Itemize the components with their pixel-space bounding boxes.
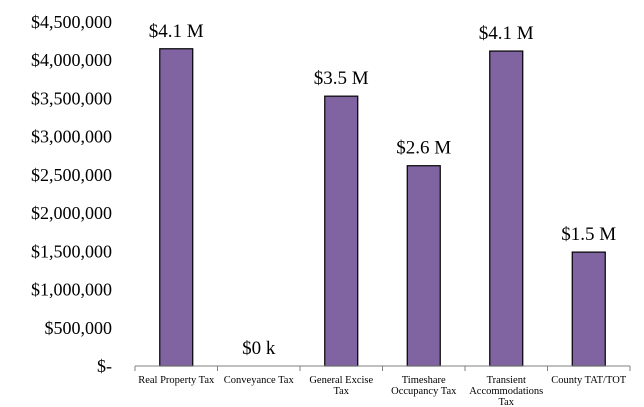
bar [489, 50, 524, 367]
data-label: $4.1 M [479, 23, 534, 44]
y-tick-label: $3,500,000 [31, 88, 112, 108]
data-label: $2.6 M [396, 138, 451, 159]
data-label: $1.5 M [561, 224, 616, 245]
x-tick-label: Transient Accommodations Tax [469, 375, 543, 407]
x-tick-label: County TAT/TOT [551, 375, 626, 386]
bars [159, 48, 606, 367]
x-tick-label: Real Property Tax [138, 375, 215, 386]
bar [324, 95, 359, 367]
bar [571, 251, 606, 367]
x-tick-label: Conveyance Tax [224, 375, 295, 386]
x-tick-label-line: Tax [498, 397, 514, 407]
y-tick-label: $1,000,000 [31, 280, 112, 300]
data-labels: $4.1 M $0 k $3.5 M $2.6 M $4.1 M $1.5 M [149, 21, 617, 359]
x-tick-label: General Excise Tax [309, 375, 373, 397]
x-tick-label-line: Tax [333, 386, 349, 397]
y-tick-label: $2,500,000 [31, 165, 112, 185]
data-label: $4.1 M [149, 21, 204, 42]
x-axis-category-labels: Real Property Tax Conveyance Tax General E… [138, 375, 627, 407]
x-tick-label-line: County TAT/TOT [551, 375, 626, 386]
x-tick-label-line: Timeshare [402, 375, 446, 386]
x-tick-label-line: Occupancy Tax [391, 386, 457, 397]
data-label: $3.5 M [314, 68, 369, 89]
y-tick-label: $4,500,000 [31, 12, 112, 32]
bar [406, 165, 441, 367]
y-axis-tick-labels: $- $500,000 $1,000,000 $1,500,000 $2,000,000… [31, 12, 112, 376]
y-tick-label: $4,000,000 [31, 50, 112, 70]
y-tick-label: $1,500,000 [31, 241, 112, 261]
data-label: $0 k [242, 338, 276, 359]
y-tick-label: $500,000 [45, 318, 113, 338]
x-axis-tick-marks [134, 366, 631, 371]
y-tick-label: $- [97, 356, 112, 376]
x-tick-label-line: Conveyance Tax [224, 375, 295, 386]
x-tick-label-line: Accommodations [469, 386, 543, 397]
x-tick-label-line: Real Property Tax [138, 375, 215, 386]
y-tick-label: $2,000,000 [31, 203, 112, 223]
x-tick-label-line: General Excise [309, 375, 373, 386]
x-tick-label-line: Transient [487, 375, 526, 386]
y-tick-label: $3,000,000 [31, 127, 112, 147]
x-tick-label: Timeshare Occupancy Tax [391, 375, 457, 397]
bar [159, 48, 194, 367]
